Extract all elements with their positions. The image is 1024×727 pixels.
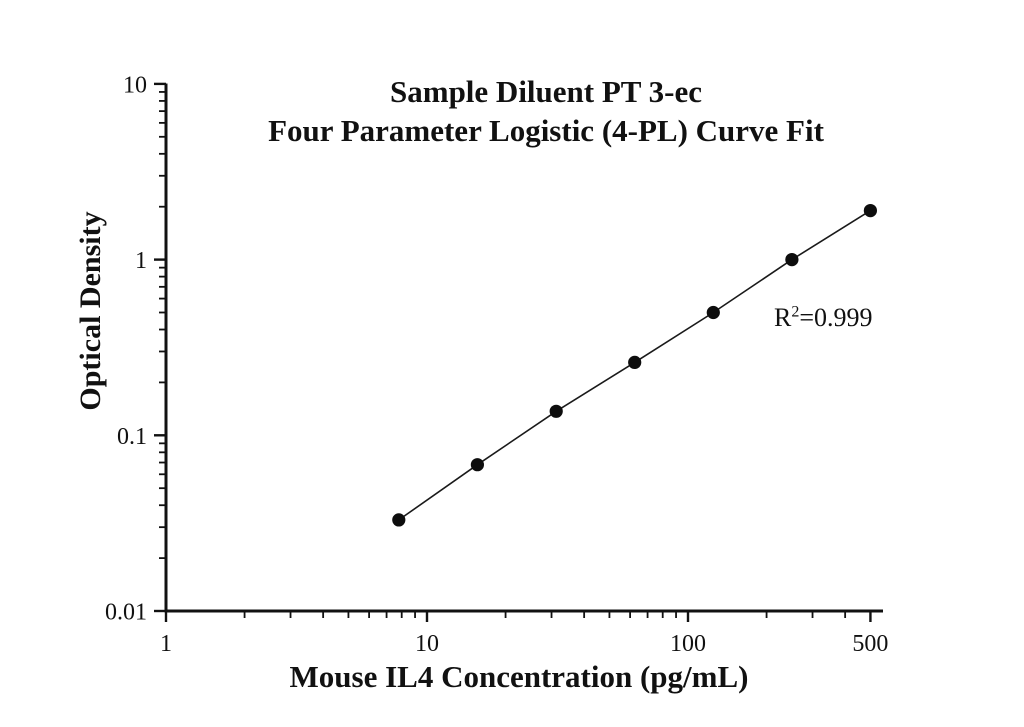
data-point [392,513,406,527]
data-point [628,355,642,369]
data-point [549,404,563,418]
x-tick-label: 1 [160,631,172,657]
y-tick-label: 0.01 [105,600,147,626]
x-tick-label: 10 [415,631,439,657]
y-tick-label: 0.1 [117,424,147,450]
x-tick-label: 500 [852,631,888,657]
r-squared-value: =0.999 [799,303,873,332]
y-axis-title: Optical Density [74,211,107,411]
chart-title: Sample Diluent PT 3-ec Four Parameter Lo… [170,72,922,150]
r-squared-superscript: 2 [791,303,800,321]
data-point [706,305,720,320]
chart-title-line2: Four Parameter Logistic (4-PL) Curve Fit [268,113,824,148]
x-tick-label: 100 [670,631,706,657]
x-axis-title: Mouse IL4 Concentration (pg/mL) [289,659,749,694]
chart-title-line1: Sample Diluent PT 3-ec [390,74,702,109]
data-point [785,253,799,267]
r-squared-annotation: R2=0.999 [774,303,873,333]
y-tick-label: 1 [135,248,147,274]
data-point [863,204,878,218]
data-point [470,458,484,472]
y-tick-label: 10 [123,72,147,98]
r-squared-base: R [774,303,792,332]
